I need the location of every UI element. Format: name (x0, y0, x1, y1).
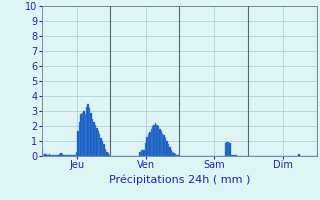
Bar (98, 130, 99, 156)
Bar (90, 112, 92, 156)
Bar (156, 124, 158, 156)
Bar (229, 142, 231, 156)
Bar (165, 138, 166, 156)
Bar (103, 144, 105, 156)
Bar (172, 152, 173, 156)
Bar (83, 111, 84, 156)
Bar (73, 155, 75, 156)
Bar (105, 148, 106, 156)
Bar (84, 114, 86, 156)
Bar (169, 147, 171, 156)
Bar (68, 154, 69, 156)
Bar (70, 154, 72, 156)
Bar (178, 155, 179, 156)
Bar (159, 129, 161, 156)
Bar (231, 154, 232, 156)
Bar (65, 154, 66, 156)
Bar (148, 134, 149, 156)
Bar (175, 154, 176, 156)
Bar (146, 137, 148, 156)
Bar (162, 134, 164, 156)
Bar (46, 154, 47, 156)
Bar (89, 108, 90, 156)
Bar (161, 130, 162, 156)
Bar (66, 154, 68, 156)
Bar (63, 154, 65, 156)
Bar (75, 155, 76, 156)
Bar (43, 154, 44, 156)
Bar (102, 141, 103, 156)
Bar (79, 121, 80, 156)
Bar (142, 150, 143, 156)
Bar (100, 138, 102, 156)
Bar (50, 154, 52, 156)
Bar (69, 154, 70, 156)
Bar (232, 154, 234, 156)
Bar (298, 154, 300, 156)
Bar (87, 104, 89, 156)
Bar (60, 153, 62, 156)
Bar (42, 148, 43, 156)
Bar (225, 142, 227, 156)
Bar (235, 154, 236, 156)
Bar (109, 154, 110, 156)
Bar (76, 152, 77, 156)
X-axis label: Précipitations 24h ( mm ): Précipitations 24h ( mm ) (108, 174, 250, 185)
Bar (227, 142, 228, 156)
Bar (164, 135, 165, 156)
Bar (152, 126, 153, 156)
Bar (95, 124, 96, 156)
Bar (57, 154, 59, 156)
Bar (140, 150, 142, 156)
Bar (158, 126, 159, 156)
Bar (228, 142, 229, 156)
Bar (166, 141, 168, 156)
Bar (150, 129, 152, 156)
Bar (77, 130, 79, 156)
Bar (139, 152, 140, 156)
Bar (59, 154, 60, 156)
Bar (53, 154, 54, 156)
Bar (56, 154, 57, 156)
Bar (149, 132, 150, 156)
Bar (44, 154, 46, 156)
Bar (54, 154, 56, 156)
Bar (155, 123, 156, 156)
Bar (171, 150, 172, 156)
Bar (72, 154, 73, 156)
Bar (80, 114, 82, 156)
Bar (168, 144, 169, 156)
Bar (145, 142, 146, 156)
Bar (108, 153, 109, 156)
Bar (47, 154, 49, 156)
Bar (106, 152, 108, 156)
Bar (99, 134, 100, 156)
Bar (176, 154, 178, 156)
Bar (96, 128, 98, 156)
Bar (93, 121, 95, 156)
Bar (52, 154, 53, 156)
Bar (82, 112, 83, 156)
Bar (49, 154, 50, 156)
Bar (173, 153, 175, 156)
Bar (153, 124, 155, 156)
Bar (62, 154, 63, 156)
Bar (234, 154, 235, 156)
Bar (143, 150, 145, 156)
Bar (92, 118, 93, 156)
Bar (86, 106, 87, 156)
